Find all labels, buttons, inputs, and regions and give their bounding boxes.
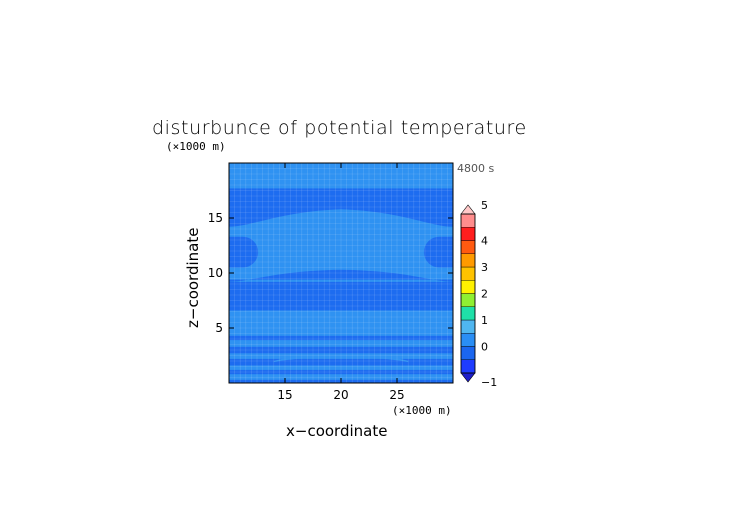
colorbar-segment (460, 306, 476, 321)
contour-band (229, 335, 453, 341)
x-axis-label: x−coordinate (286, 422, 387, 440)
x-tick-label: 25 (389, 388, 404, 402)
contour-blob (423, 236, 453, 268)
colorbar-segment (460, 319, 476, 334)
colorbar-segment (460, 253, 476, 268)
colorbar-tick-label: 5 (481, 199, 488, 212)
contour-band (229, 365, 453, 370)
colorbar-segment (460, 346, 476, 360)
contour-band (229, 340, 453, 347)
contour-band (229, 358, 453, 366)
colorbar-extend-high (460, 204, 476, 215)
contour-curve (273, 353, 409, 363)
colorbar-tick-label: −1 (481, 376, 497, 389)
colorbar-frame (460, 213, 476, 374)
grid-lines (229, 163, 453, 383)
plot-area (229, 163, 453, 383)
contour-band (229, 310, 453, 336)
y-axis-label: z−coordinate (184, 228, 202, 328)
colorbar-tick-label: 0 (481, 341, 488, 354)
contour-band (229, 374, 453, 380)
colorbar-extend-low (460, 372, 476, 383)
x-tick-label: 20 (333, 388, 348, 402)
colorbar-segment (460, 293, 476, 307)
y-tick-label: 5 (215, 321, 223, 335)
y-unit-label: (×1000 m) (166, 140, 226, 153)
colorbar-segment (460, 213, 476, 228)
colorbar-tick-label: 1 (481, 314, 488, 327)
colorbar-tick-label: 2 (481, 288, 488, 301)
colorbar-segment (460, 240, 476, 254)
y-tick-label: 10 (208, 266, 223, 280)
axes: 15 20 25 5 10 15 (208, 162, 454, 402)
contour-band (229, 346, 453, 354)
colorbar-tick-label: 3 (481, 261, 488, 274)
time-label: 4800 s (457, 162, 494, 175)
colorbar-segment (460, 266, 476, 281)
contour-curve (229, 209, 453, 229)
colorbar-segment (460, 333, 476, 347)
chart-title: disturbunce of potential temperature (152, 117, 527, 139)
x-unit-label: (×1000 m) (392, 404, 452, 417)
y-tick-label: 15 (208, 211, 223, 225)
contour-curve (229, 302, 453, 311)
contour-band (229, 369, 453, 375)
colorbar-segment (460, 280, 476, 294)
colorbar-segment (460, 227, 476, 241)
colorbar: −1 0 1 2 3 4 5 (460, 199, 497, 389)
colorbar-tick-label: 4 (481, 235, 488, 248)
field-layer (229, 163, 453, 383)
x-tick-label: 15 (277, 388, 292, 402)
colorbar-segment (460, 359, 476, 374)
contour-curve (229, 269, 453, 282)
contour-blob (229, 236, 259, 268)
